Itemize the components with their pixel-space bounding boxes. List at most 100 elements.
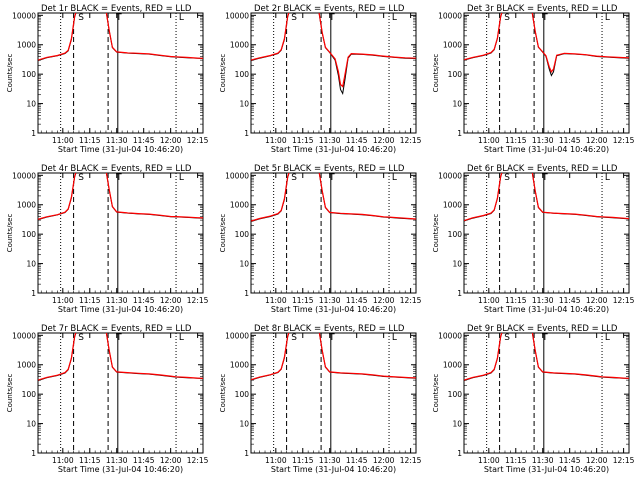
x-tick-label: 11:30 xyxy=(532,296,554,305)
y-tick-label: 1000 xyxy=(17,41,36,50)
x-tick-label: 12:15 xyxy=(400,456,422,465)
plot-frame xyxy=(250,172,417,294)
x-tick-label: 12:15 xyxy=(187,296,209,305)
y-tick-label: 10 xyxy=(239,100,249,109)
panel-title: Det 6r BLACK = Events, RED = LLD xyxy=(467,164,618,174)
y-tick-label: 1 xyxy=(457,289,462,298)
event-marker: T xyxy=(328,13,335,23)
plot-frame xyxy=(37,172,204,294)
series-lld xyxy=(464,13,629,73)
series-group xyxy=(464,333,629,382)
event-marker: S xyxy=(504,173,510,183)
y-tick-label: 1000 xyxy=(17,201,36,210)
series-group xyxy=(38,13,203,62)
x-tick-label: 11:30 xyxy=(106,456,128,465)
x-tick-label: 11:00 xyxy=(265,136,287,145)
event-marker: S xyxy=(291,13,297,23)
detector-panel-3: Det 3r BLACK = Events, RED = LLD 1 10 100 10… xyxy=(432,4,635,154)
x-tick-label: 11:00 xyxy=(478,456,500,465)
plot-frame xyxy=(463,12,630,134)
y-tick-label: 10 xyxy=(452,420,462,429)
x-tick-label: 12:15 xyxy=(187,456,209,465)
event-marker: L xyxy=(605,173,610,183)
x-axis-label: Start Time (31-Jul-04 10:46:20) xyxy=(58,305,183,314)
y-tick-label: 10000 xyxy=(225,331,249,340)
y-tick-label: 1000 xyxy=(443,41,462,50)
series-group xyxy=(464,173,629,222)
y-tick-label: 1 xyxy=(31,129,36,138)
y-tick-label: 10 xyxy=(239,260,249,269)
y-tick-label: 1000 xyxy=(443,201,462,210)
y-tick-label: 100 xyxy=(22,390,37,399)
x-tick-label: 12:15 xyxy=(613,136,635,145)
x-tick-label: 11:30 xyxy=(532,456,554,465)
series-lld xyxy=(251,13,416,88)
y-axis-label: Counts/sec xyxy=(432,54,440,93)
detector-panel-2: Det 2r BLACK = Events, RED = LLD 1 10 100 10… xyxy=(219,4,422,154)
plot-frame xyxy=(463,332,630,454)
y-axis-label: Counts/sec xyxy=(219,54,227,93)
x-tick-label: 11:30 xyxy=(532,136,554,145)
y-tick-label: 1000 xyxy=(443,361,462,370)
x-tick-label: 11:45 xyxy=(133,136,155,145)
x-tick-label: 11:15 xyxy=(79,456,101,465)
x-tick-label: 11:15 xyxy=(79,296,101,305)
x-tick-label: 12:00 xyxy=(586,136,608,145)
y-axis-label: Counts/sec xyxy=(6,214,14,253)
series-group xyxy=(251,173,416,222)
event-marker: L xyxy=(179,13,184,23)
y-tick-label: 100 xyxy=(22,230,37,239)
y-tick-label: 100 xyxy=(448,70,463,79)
series-group xyxy=(38,173,203,221)
x-tick-label: 11:45 xyxy=(346,136,368,145)
event-marker: S xyxy=(291,333,297,343)
y-tick-label: 100 xyxy=(235,70,250,79)
panel-title: Det 8r BLACK = Events, RED = LLD xyxy=(254,324,405,334)
plot-frame xyxy=(37,332,204,454)
x-axis-label: Start Time (31-Jul-04 10:46:20) xyxy=(484,465,609,474)
y-tick-label: 10000 xyxy=(12,331,36,340)
x-tick-label: 11:15 xyxy=(505,456,527,465)
y-tick-label: 1000 xyxy=(17,361,36,370)
event-marker: T xyxy=(328,333,335,343)
y-tick-label: 1 xyxy=(244,449,249,458)
plot-frame xyxy=(463,172,630,294)
y-axis-label: Counts/sec xyxy=(432,374,440,413)
detector-panel-5: Det 5r BLACK = Events, RED = LLD 1 10 100 10… xyxy=(219,164,422,314)
y-tick-label: 10 xyxy=(26,260,36,269)
x-tick-label: 12:15 xyxy=(400,136,422,145)
plot-frame xyxy=(250,332,417,454)
x-tick-label: 11:30 xyxy=(319,136,341,145)
x-tick-label: 11:30 xyxy=(106,136,128,145)
x-tick-label: 11:30 xyxy=(319,456,341,465)
panel-title: Det 1r BLACK = Events, RED = LLD xyxy=(41,4,192,14)
event-marker: L xyxy=(605,13,610,23)
panel-title: Det 9r BLACK = Events, RED = LLD xyxy=(467,324,618,334)
event-marker: L xyxy=(605,333,610,343)
y-tick-label: 1 xyxy=(457,129,462,138)
x-tick-label: 11:00 xyxy=(478,136,500,145)
y-tick-label: 100 xyxy=(235,390,250,399)
series-group xyxy=(251,333,416,381)
event-marker: T xyxy=(541,333,548,343)
y-axis-label: Counts/sec xyxy=(219,374,227,413)
y-tick-label: 100 xyxy=(22,70,37,79)
x-tick-label: 11:15 xyxy=(505,136,527,145)
series-lld xyxy=(464,173,629,222)
x-tick-label: 12:00 xyxy=(160,296,182,305)
x-tick-label: 11:45 xyxy=(559,136,581,145)
x-tick-label: 11:00 xyxy=(52,136,74,145)
y-tick-label: 1000 xyxy=(230,41,249,50)
x-tick-label: 12:00 xyxy=(373,136,395,145)
x-tick-label: 12:15 xyxy=(400,296,422,305)
y-tick-label: 1 xyxy=(244,289,249,298)
x-tick-label: 11:15 xyxy=(79,136,101,145)
series-group xyxy=(464,13,629,77)
x-tick-label: 12:15 xyxy=(613,296,635,305)
y-tick-label: 1 xyxy=(31,289,36,298)
y-axis-label: Counts/sec xyxy=(6,54,14,93)
x-tick-label: 11:15 xyxy=(292,136,314,145)
y-tick-label: 1 xyxy=(244,129,249,138)
x-tick-label: 11:00 xyxy=(265,456,287,465)
